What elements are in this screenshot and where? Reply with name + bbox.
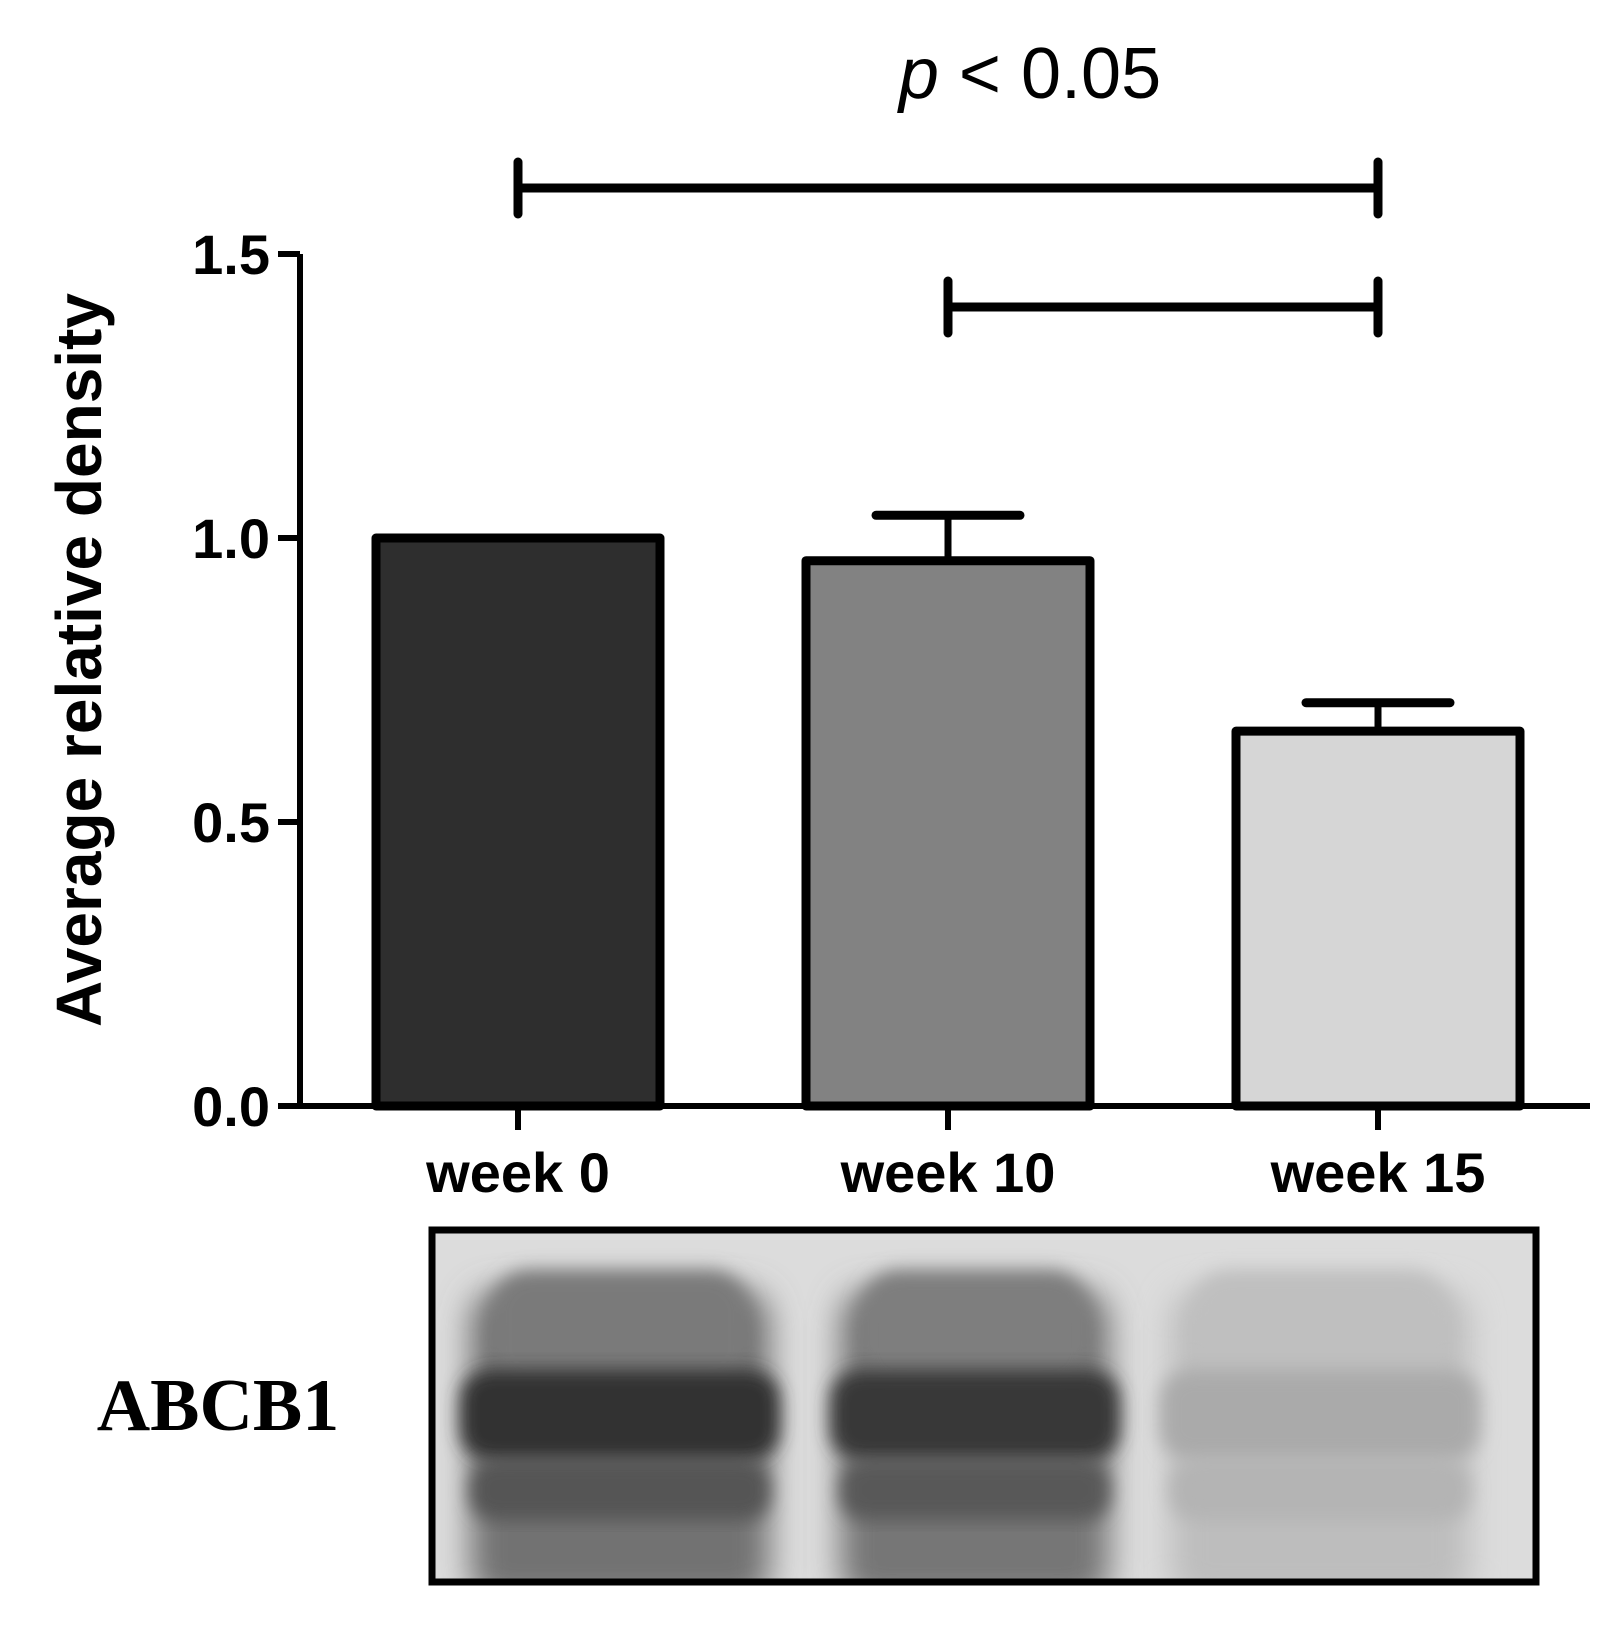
y-ticks: 0.0 0.5 1.0 1.5: [192, 223, 300, 1138]
y-axis-label: Average relative density: [43, 293, 115, 1027]
x-tick-label: week 0: [425, 1141, 610, 1204]
blot-label: ABCB1: [97, 1365, 340, 1447]
blot-lane: [1160, 1270, 1480, 1582]
blot-upper-band: [860, 1270, 1090, 1390]
significance-brackets: [513, 157, 1383, 338]
significance-p: p: [897, 34, 939, 114]
blot-border: [428, 1226, 1540, 1586]
blot-lower-band: [470, 1460, 770, 1520]
error-bars: [871, 510, 1455, 732]
x-tick-label: week 15: [1270, 1141, 1486, 1204]
blot-main-band: [1160, 1370, 1480, 1460]
significance-label: p < 0.05: [897, 34, 1161, 114]
blot-lower-band: [840, 1460, 1110, 1520]
bar: [1231, 726, 1525, 1111]
blot-upper-band: [490, 1270, 750, 1390]
blot-lane: [830, 1270, 1120, 1582]
y-tick-label: 0.0: [192, 1075, 270, 1138]
x-ticks: week 0 week 10 week 15: [425, 1106, 1485, 1204]
blot-lower-band: [1170, 1460, 1470, 1520]
bar: [371, 533, 665, 1111]
blot-main-band: [830, 1370, 1120, 1460]
blot-upper-band: [1190, 1270, 1450, 1390]
blot-main-band: [460, 1370, 780, 1460]
blot-panel: [428, 1226, 1540, 1586]
blot-lanes: [460, 1270, 1480, 1582]
y-tick-label: 0.5: [192, 791, 270, 854]
significance-threshold: < 0.05: [939, 34, 1161, 114]
bar: [801, 556, 1095, 1111]
x-tick-label: week 10: [840, 1141, 1056, 1204]
y-tick-label: 1.0: [192, 507, 270, 570]
blot-lane: [460, 1270, 780, 1582]
y-tick-label: 1.5: [192, 223, 270, 286]
bars: [371, 533, 1525, 1111]
